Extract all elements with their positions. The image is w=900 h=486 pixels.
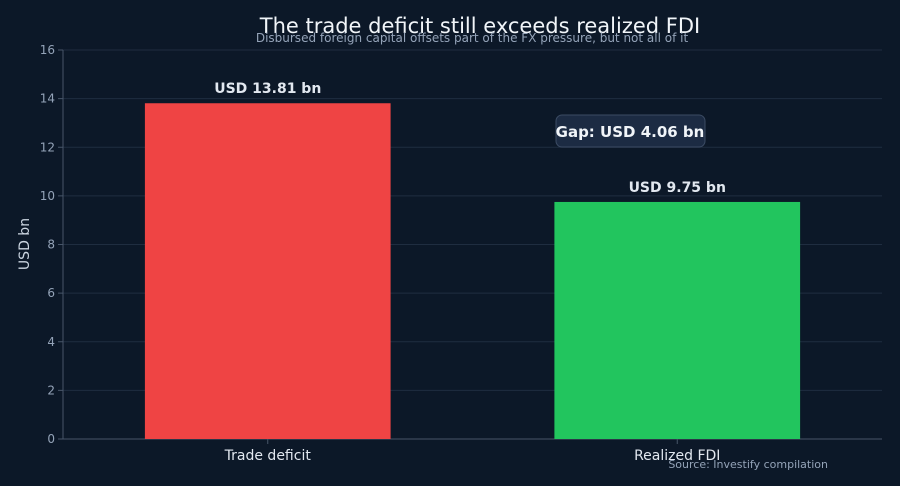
x-tick-label: Trade deficit bbox=[224, 448, 312, 464]
y-tick-label: 10 bbox=[40, 189, 55, 203]
bar bbox=[554, 201, 801, 439]
x-tick-label: Realized FDI bbox=[634, 448, 720, 464]
y-axis-label: USD bn bbox=[17, 218, 33, 270]
y-tick-label: 0 bbox=[47, 432, 55, 446]
y-tick-label: 8 bbox=[47, 238, 55, 252]
y-tick-label: 16 bbox=[40, 43, 55, 57]
bars: USD 13.81 bn Trade deficit USD 9.75 bn Real… bbox=[144, 81, 801, 464]
y-tick-label: 4 bbox=[47, 335, 55, 349]
y-tick-label: 14 bbox=[40, 92, 55, 106]
bar-value-label: USD 9.75 bn bbox=[629, 180, 726, 196]
gap-annotation-text: Gap: USD 4.06 bn bbox=[556, 123, 705, 141]
chart-title: The trade deficit still exceeds realized… bbox=[259, 14, 700, 38]
chart-subtitle: Disbursed foreign capital offsets part o… bbox=[256, 31, 689, 45]
y-tick-label: 2 bbox=[47, 383, 55, 397]
y-axis-ticks: 0 2 4 6 8 10 12 14 16 bbox=[40, 43, 63, 446]
gap-annotation-box bbox=[555, 114, 706, 148]
gap-annotation: Gap: USD 4.06 bn bbox=[555, 114, 706, 148]
bar bbox=[144, 103, 391, 439]
y-tick-label: 6 bbox=[47, 286, 55, 300]
bar-value-label: USD 13.81 bn bbox=[214, 81, 321, 97]
source-note: Source: Investify compilation bbox=[668, 458, 828, 471]
y-tick-label: 12 bbox=[40, 140, 55, 154]
